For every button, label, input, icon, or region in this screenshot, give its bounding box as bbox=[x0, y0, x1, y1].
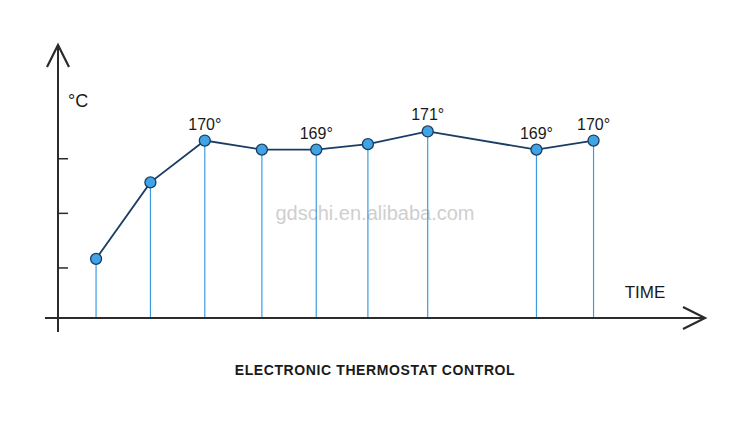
marker bbox=[91, 253, 102, 264]
drop-line bbox=[204, 141, 205, 318]
y-arrow bbox=[47, 45, 69, 67]
x-arrow bbox=[683, 307, 705, 329]
data-label: 170° bbox=[577, 116, 610, 133]
marker bbox=[311, 144, 322, 155]
title: ELECTRONIC THERMOSTAT CONTROL bbox=[235, 362, 516, 378]
data-label: 171° bbox=[411, 106, 444, 123]
drop-line bbox=[593, 141, 594, 318]
drop-line bbox=[367, 144, 368, 318]
marker bbox=[199, 135, 210, 146]
drop-line bbox=[316, 150, 317, 318]
data-label: 169° bbox=[520, 125, 553, 142]
x-axis-label: TIME bbox=[625, 283, 666, 302]
x-axis bbox=[45, 317, 705, 319]
drop-line bbox=[261, 150, 262, 318]
marker bbox=[362, 139, 373, 150]
y-axis-label: °C bbox=[68, 91, 88, 111]
drop-line bbox=[150, 182, 151, 318]
y-tick bbox=[58, 267, 68, 269]
watermark: gdschi.en.alibaba.com bbox=[275, 202, 474, 224]
y-tick bbox=[58, 158, 68, 160]
marker bbox=[422, 126, 433, 137]
data-label: 170° bbox=[188, 116, 221, 133]
data-label: 169° bbox=[300, 125, 333, 142]
chart: gdschi.en.alibaba.com 170° 169° 171° 169° 170… bbox=[0, 0, 750, 423]
marker bbox=[588, 135, 599, 146]
data-line bbox=[96, 131, 593, 258]
marker bbox=[145, 177, 156, 188]
drop-line bbox=[427, 131, 428, 318]
drop-line bbox=[95, 259, 96, 318]
y-tick bbox=[58, 213, 68, 215]
drop-line bbox=[536, 150, 537, 318]
plot-area bbox=[91, 126, 599, 318]
y-axis bbox=[57, 45, 59, 332]
marker bbox=[531, 144, 542, 155]
marker bbox=[256, 144, 267, 155]
